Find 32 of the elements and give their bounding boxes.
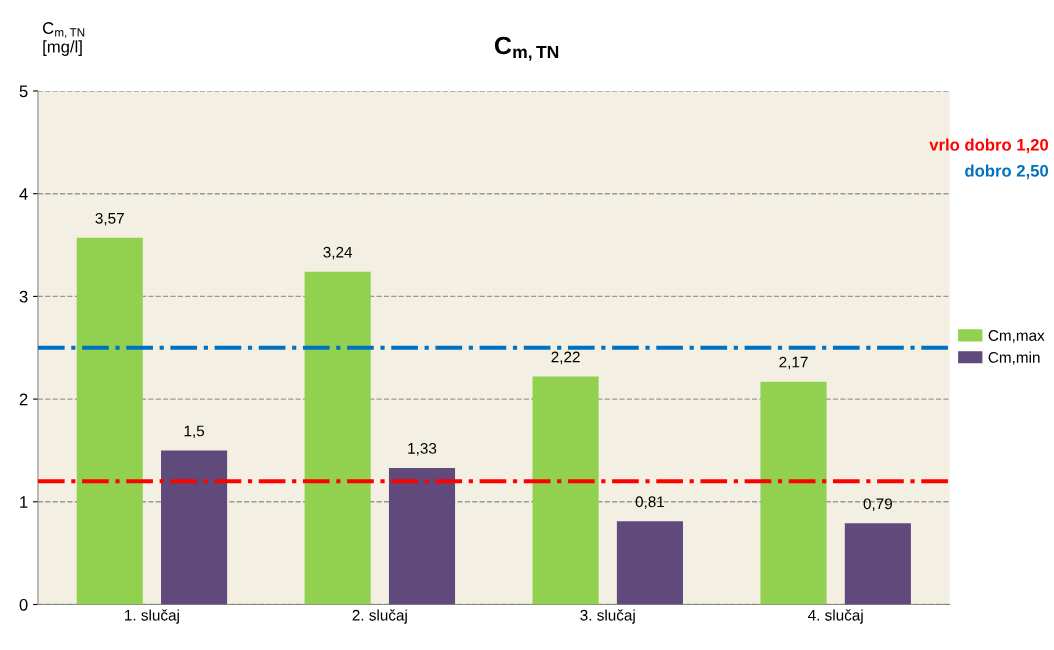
data-label: 1,33 <box>408 442 437 456</box>
data-label: 2,17 <box>779 356 808 370</box>
legend-label: Cm,min <box>988 351 1040 365</box>
ref-line-label: dobro 2,50 <box>965 164 1049 180</box>
y-axis-title: C$_{m,TN}$ [mg/l] <box>43 22 85 56</box>
y-tick-label: 2 <box>19 393 28 406</box>
data-label: 1,5 <box>184 425 205 439</box>
y-tick-label: 5 <box>19 85 28 98</box>
data-label: 3,57 <box>95 212 124 226</box>
y-tick-label: 0 <box>19 598 28 611</box>
data-label: 3,24 <box>323 246 353 260</box>
x-tick-label: 2. slučaj <box>352 609 407 624</box>
bar <box>760 381 827 605</box>
data-label: 2,22 <box>551 351 580 365</box>
ref-line-label: vrlo dobro 1,20 <box>929 138 1049 154</box>
legend-label: Cm,max <box>988 330 1045 343</box>
bar <box>161 450 228 605</box>
y-tick-label: 3 <box>19 290 28 303</box>
bar <box>304 271 371 605</box>
y-tick-label: 4 <box>19 188 28 200</box>
bar <box>532 376 599 605</box>
data-label: 0,81 <box>635 496 665 509</box>
y-tick-label: 1 <box>20 496 28 508</box>
bar <box>616 521 683 605</box>
x-tick-label: 4. slučaj <box>808 609 863 624</box>
x-tick-label: 3. slučaj <box>580 609 635 624</box>
bar <box>76 237 143 605</box>
x-tick-label: 1. slučaj <box>125 609 179 624</box>
data-label: 0,79 <box>863 498 892 512</box>
bar <box>844 523 911 605</box>
chart-title: C$_{m,TN}$ <box>494 36 559 61</box>
bar <box>388 467 456 605</box>
